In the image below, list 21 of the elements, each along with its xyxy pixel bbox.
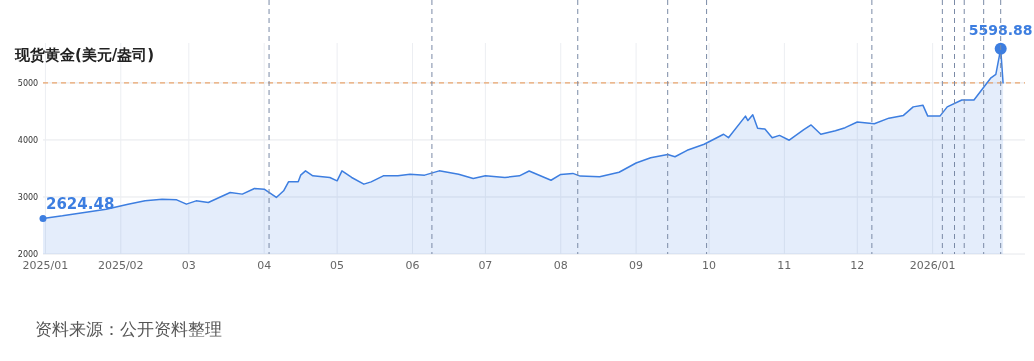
data-label: 5598.88 (968, 21, 1033, 38)
y-tick-label: 4000 (17, 135, 39, 145)
x-tick-label: 06 (405, 259, 420, 272)
x-tick-label: 2025/02 (97, 259, 144, 272)
x-tick-label: 07 (478, 259, 493, 272)
chart-title: 现货黄金(美元/盎司) (14, 46, 155, 64)
x-tick-label: 08 (553, 259, 568, 272)
y-tick-label: 2000 (17, 250, 39, 259)
x-tick-label: 03 (181, 259, 196, 272)
x-tick-label: 04 (257, 259, 272, 272)
x-tick-label: 10 (702, 259, 717, 272)
y-tick-label: 3000 (17, 192, 39, 202)
x-tick-label: 11 (777, 259, 792, 272)
x-tick-label: 12 (850, 259, 865, 272)
x-tick-label: 05 (330, 259, 345, 272)
text: 资料来源：公开资料整理 (35, 319, 222, 339)
x-tick-label: 2025/01 (22, 259, 69, 272)
x-tick-label: 2026/01 (909, 259, 956, 272)
x-tick-label: 09 (629, 259, 644, 272)
y-tick-label: 5000 (17, 78, 39, 88)
data-label: 2624.48 (46, 195, 115, 214)
